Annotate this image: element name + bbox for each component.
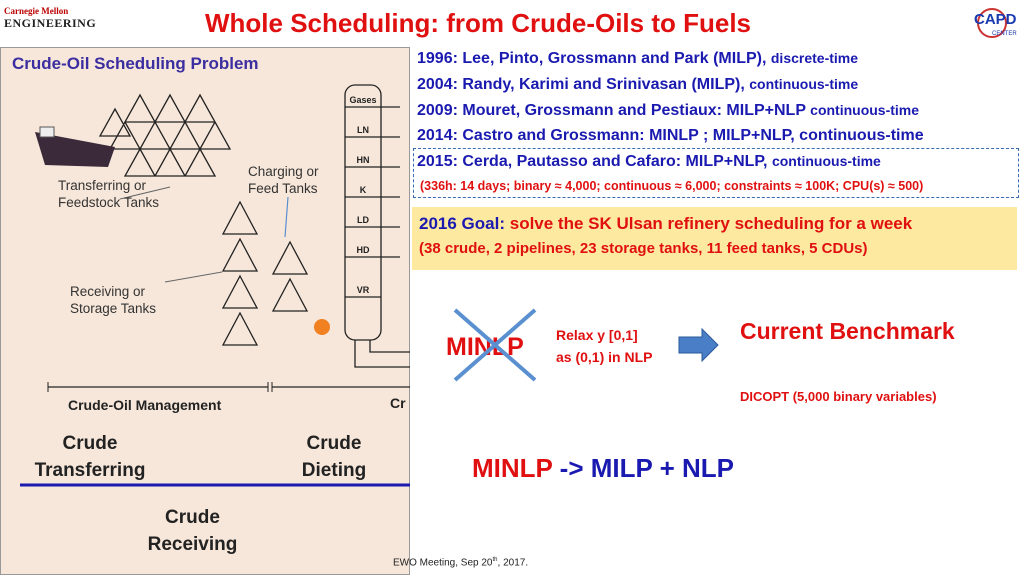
logo-text: CENTER	[992, 31, 1017, 37]
goal-line: 2016 Goal: solve the SK Ulsan refinery s…	[419, 214, 912, 234]
section-label: Cr	[390, 395, 406, 411]
benchmark: Current Benchmark	[740, 318, 955, 344]
stream-label: VR	[356, 285, 370, 295]
goal-label: 2016 Goal:	[419, 214, 505, 233]
ref-sub: continuous-time	[810, 102, 920, 118]
highlight-box	[413, 148, 1019, 198]
goal-text: solve the SK Ulsan refinery scheduling f…	[509, 214, 913, 233]
ref-main: 2015: Cerda, Pautasso and Cafaro: MILP+N…	[417, 153, 768, 170]
reference: 2009: Mouret, Grossmann and Pestiaux: MI…	[417, 102, 919, 120]
reference: 2014: Castro and Grossmann: MINLP ; MILP…	[417, 127, 924, 145]
stream-label: HN	[356, 155, 370, 165]
benchmark-detail: DICOPT (5,000 binary variables)	[740, 389, 937, 404]
stream-label: LD	[357, 215, 369, 225]
footer-text: , 2017.	[497, 557, 529, 569]
diagram-label: Charging or Feed Tanks	[248, 164, 319, 196]
stream-label: Gases	[349, 95, 377, 105]
relax-note: Relax y [0,1] as (0,1) in NLP	[556, 324, 652, 368]
relax-line: Relax y [0,1]	[556, 327, 638, 343]
stage-label: Crude Dieting	[301, 433, 367, 481]
footer: EWO Meeting, Sep 20th, 2017.	[393, 557, 528, 568]
slide-title: Whole Scheduling: from Crude-Oils to Fue…	[205, 8, 752, 38]
goal-detail: (38 crude, 2 pipelines, 23 storage tanks…	[419, 240, 868, 257]
logo-text: CAPD	[974, 11, 1017, 28]
diagram-label: Transferring or Feedstock Tanks	[58, 178, 160, 210]
ref-sub: discrete-time	[770, 50, 859, 66]
reference: 1996: Lee, Pinto, Grossmann and Park (MI…	[417, 50, 858, 68]
decomposition: MINLP -> MILP + NLP	[472, 453, 734, 484]
reference: 2015: Cerda, Pautasso and Cafaro: MILP+N…	[417, 153, 881, 171]
logo-text: Carnegie Mellon	[4, 6, 69, 16]
stats: (336h: 14 days; binary ≈ 4,000; continuo…	[420, 179, 924, 193]
ref-main: 2009: Mouret, Grossmann and Pestiaux: MI…	[417, 102, 806, 119]
stream-label: LN	[357, 125, 369, 135]
cmu-logo: Carnegie Mellon ENGINEERING	[4, 6, 97, 31]
arrow	[678, 328, 719, 362]
goal-box	[412, 207, 1017, 270]
stage-label: Crude Transferring	[34, 433, 146, 481]
ref-main: 2004: Randy, Karimi and Srinivasan (MILP…	[417, 76, 745, 93]
ref-main: 1996: Lee, Pinto, Grossmann and Park (MI…	[417, 50, 767, 67]
footer-text: EWO Meeting, Sep 20	[393, 557, 493, 569]
ref-main: 2014: Castro and Grossmann: MINLP ; MILP…	[417, 127, 924, 144]
section-label: Crude-Oil Management	[68, 397, 222, 413]
stage-label: Crude Receiving	[147, 507, 238, 555]
diagram-label: Receiving or Storage Tanks	[70, 284, 157, 316]
panel-title: Crude-Oil Scheduling Problem	[12, 54, 259, 73]
problem-diagram	[20, 84, 410, 487]
cross-mark	[453, 308, 537, 382]
stream-label: K	[359, 185, 367, 195]
ref-sub: continuous-time	[771, 153, 881, 169]
footer-sup: th	[492, 557, 498, 563]
reference: 2004: Randy, Karimi and Srinivasan (MILP…	[417, 76, 858, 94]
column-streams: Gases LN HN K LD HD VR	[345, 95, 381, 295]
logo-text: ENGINEERING	[4, 16, 97, 30]
capd-logo: CAPD CENTER	[968, 6, 1020, 42]
stream-label: HD	[356, 245, 370, 255]
logo-shape	[977, 8, 1007, 38]
decomp-from: MINLP	[472, 453, 553, 483]
relax-line: as (0,1) in NLP	[556, 349, 653, 365]
decomp-to: -> MILP + NLP	[559, 453, 734, 483]
ref-sub: continuous-time	[749, 76, 859, 92]
